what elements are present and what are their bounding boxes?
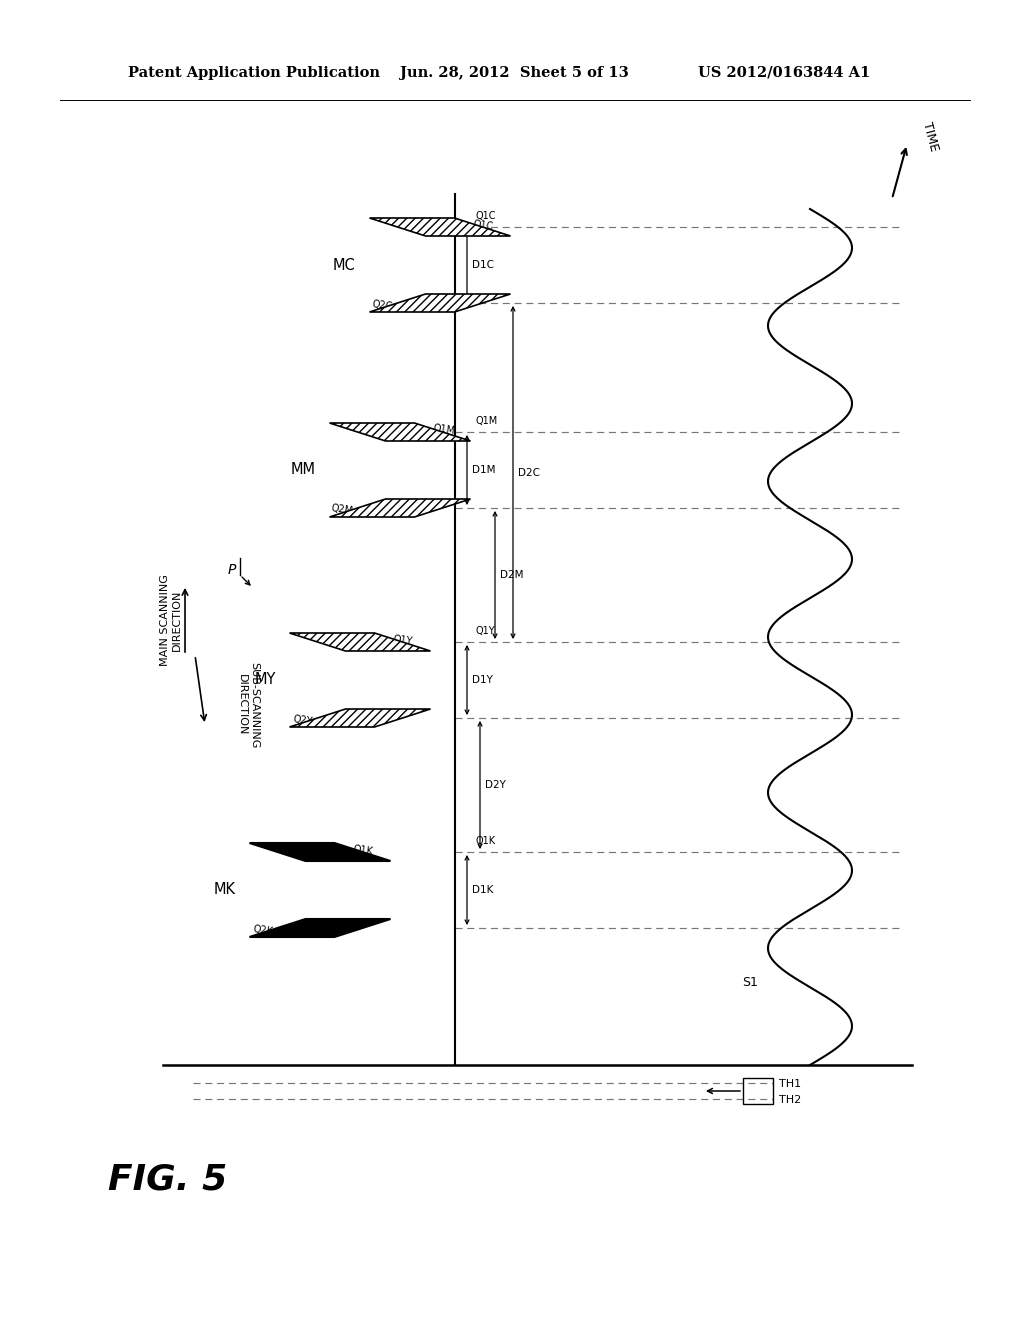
Text: Q1Y: Q1Y bbox=[392, 634, 414, 647]
Polygon shape bbox=[330, 422, 470, 441]
Text: SUB-SCANNING
DIRECTION: SUB-SCANNING DIRECTION bbox=[238, 661, 259, 748]
Polygon shape bbox=[290, 634, 430, 651]
Text: MC: MC bbox=[333, 257, 355, 272]
Text: Q1K: Q1K bbox=[475, 836, 496, 846]
Text: D1Y: D1Y bbox=[472, 675, 493, 685]
Text: D2M: D2M bbox=[500, 570, 523, 579]
Text: Q1M: Q1M bbox=[432, 424, 456, 437]
Text: D1K: D1K bbox=[472, 884, 494, 895]
Text: Q2K: Q2K bbox=[252, 924, 273, 936]
Text: MAIN SCANNING
DIRECTION: MAIN SCANNING DIRECTION bbox=[160, 574, 182, 665]
Text: D1M: D1M bbox=[472, 465, 496, 475]
Polygon shape bbox=[290, 709, 430, 727]
Text: FIG. 5: FIG. 5 bbox=[108, 1163, 227, 1197]
Text: D2Y: D2Y bbox=[485, 780, 506, 789]
Text: P: P bbox=[227, 564, 236, 577]
Text: Q1Y: Q1Y bbox=[475, 626, 495, 636]
Polygon shape bbox=[250, 919, 390, 937]
Text: D2C: D2C bbox=[518, 467, 540, 478]
Text: Q1M: Q1M bbox=[475, 416, 498, 426]
Text: Q1C: Q1C bbox=[475, 211, 496, 220]
Text: Q2C: Q2C bbox=[372, 298, 393, 312]
Polygon shape bbox=[370, 294, 511, 312]
Text: US 2012/0163844 A1: US 2012/0163844 A1 bbox=[698, 66, 870, 81]
Polygon shape bbox=[330, 499, 470, 517]
Text: TH1: TH1 bbox=[779, 1078, 801, 1089]
Text: MM: MM bbox=[291, 462, 315, 478]
Text: TH2: TH2 bbox=[779, 1096, 801, 1105]
Polygon shape bbox=[250, 843, 390, 861]
Text: Q2Y: Q2Y bbox=[293, 714, 313, 726]
Bar bbox=[743, 1078, 773, 1104]
Text: MY: MY bbox=[254, 672, 275, 688]
Text: Q1K: Q1K bbox=[352, 843, 374, 857]
Text: MK: MK bbox=[213, 883, 236, 898]
Text: Q2M: Q2M bbox=[330, 503, 353, 516]
Text: Patent Application Publication: Patent Application Publication bbox=[128, 66, 380, 81]
Text: Jun. 28, 2012  Sheet 5 of 13: Jun. 28, 2012 Sheet 5 of 13 bbox=[400, 66, 629, 81]
Polygon shape bbox=[370, 218, 511, 236]
Text: Q1C: Q1C bbox=[472, 219, 495, 231]
Text: S1: S1 bbox=[742, 977, 758, 990]
Text: TIME: TIME bbox=[920, 121, 940, 153]
Text: D1C: D1C bbox=[472, 260, 494, 271]
